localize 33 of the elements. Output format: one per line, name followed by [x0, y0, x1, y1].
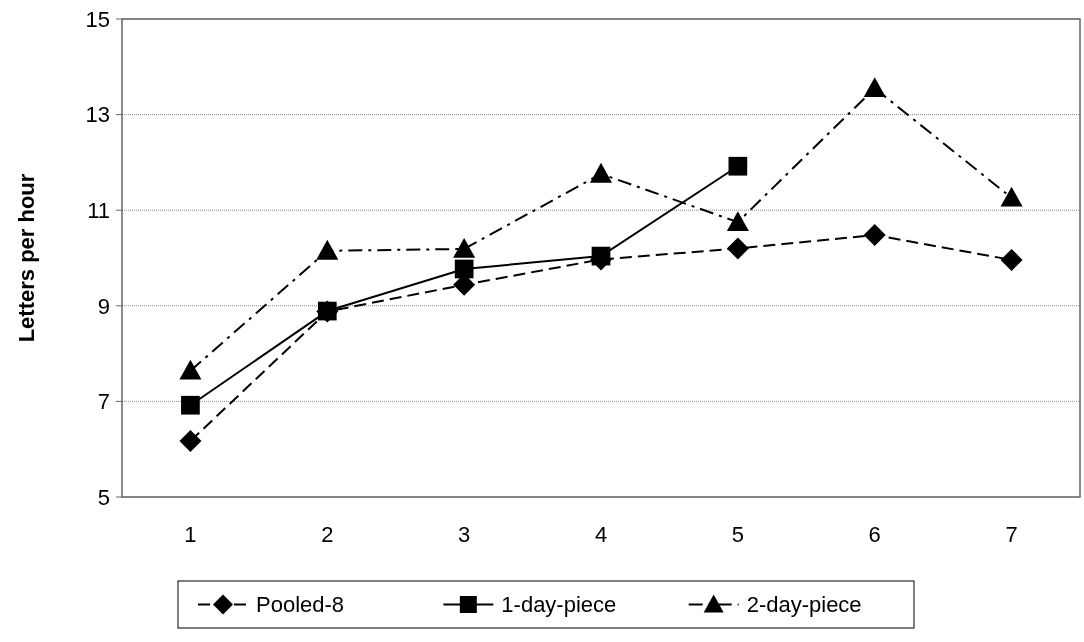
legend-label: Pooled-8: [256, 592, 345, 618]
point: [453, 237, 476, 258]
y-tick-label: 7: [97, 389, 110, 415]
y-tick-label: 11: [87, 197, 110, 223]
point: [863, 224, 886, 247]
point: [317, 301, 337, 321]
legend-label: 2-day-piece: [746, 592, 862, 618]
point: [454, 259, 474, 279]
x-tick-label: 1: [184, 522, 197, 547]
y-axis-title: Letters per hour: [14, 173, 39, 343]
legend-label: 1-day-piece: [501, 592, 617, 618]
x-tick-label: 5: [731, 522, 744, 547]
x-tick-label: 3: [458, 522, 471, 547]
point: [863, 77, 886, 98]
point: [1000, 186, 1023, 207]
point: [179, 430, 202, 453]
point: [726, 237, 749, 260]
y-tick-label: 15: [85, 6, 110, 32]
x-tick-label: 4: [594, 522, 608, 547]
point: [591, 246, 611, 266]
x-tick-label: 7: [1005, 522, 1018, 547]
point: [1000, 248, 1023, 271]
point: [728, 156, 748, 176]
y-tick-label: 13: [85, 102, 110, 128]
y-tick-label: 5: [97, 484, 110, 510]
x-tick-label: 2: [321, 522, 334, 547]
point: [179, 359, 202, 380]
point: [590, 162, 612, 183]
x-tick-label: 6: [868, 522, 881, 547]
point: [316, 239, 339, 260]
point: [181, 395, 200, 415]
y-tick-label: 9: [97, 293, 110, 319]
point: [726, 211, 749, 231]
